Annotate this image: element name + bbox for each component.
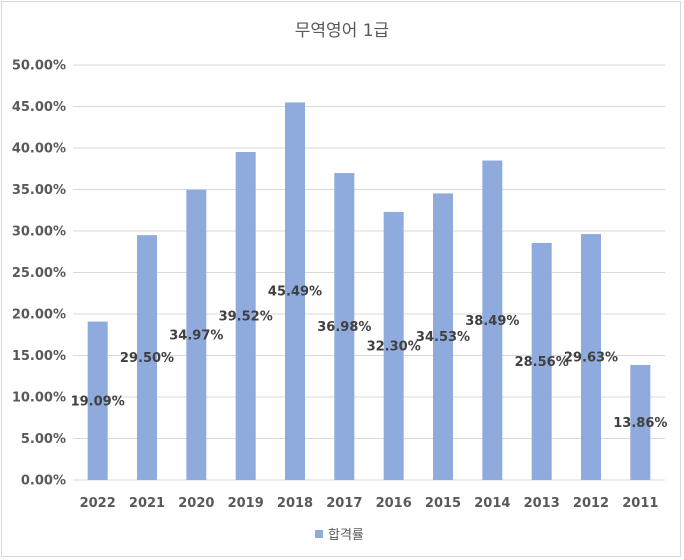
- data-label: 19.09%: [71, 394, 125, 409]
- bar: [235, 151, 256, 480]
- x-tick-label: 2021: [129, 496, 165, 511]
- y-tick-label: 35.00%: [12, 183, 66, 198]
- x-tick-label: 2015: [425, 496, 461, 511]
- x-tick-label: 2022: [80, 496, 116, 511]
- x-tick-label: 2011: [622, 496, 658, 511]
- data-label: 39.52%: [219, 309, 273, 324]
- bar: [581, 234, 601, 480]
- bar: [531, 242, 552, 480]
- data-label: 38.49%: [465, 314, 519, 329]
- data-labels: 19.09% 29.50% 34.97% 39.52% 45.49% 36.98% 32.3…: [71, 285, 668, 431]
- x-tick-label: 2016: [376, 496, 412, 511]
- data-label: 34.97%: [169, 328, 223, 343]
- data-label: 13.86%: [613, 416, 667, 431]
- bar: [630, 364, 651, 480]
- chart-title: 무역영어 1급: [295, 21, 389, 41]
- data-label: 29.63%: [564, 351, 618, 366]
- x-tick-label: 2020: [178, 496, 214, 511]
- y-tick-label: 40.00%: [12, 142, 66, 157]
- data-label: 34.53%: [416, 330, 470, 345]
- gridlines: [73, 64, 665, 481]
- y-tick-label: 50.00%: [12, 59, 66, 74]
- bar: [186, 189, 207, 480]
- y-tick-label: 10.00%: [12, 391, 66, 406]
- x-tick-label: 2018: [277, 496, 313, 511]
- x-tick-label: 2012: [573, 496, 609, 511]
- y-tick-label: 25.00%: [12, 266, 66, 281]
- x-tick-label: 2014: [474, 496, 510, 511]
- legend: 합격률: [315, 528, 364, 543]
- data-label: 32.30%: [367, 339, 421, 354]
- bar: [87, 321, 108, 480]
- x-tick-label: 2019: [228, 496, 264, 511]
- bar: [433, 193, 453, 480]
- bar: [137, 235, 157, 480]
- x-tick-label: 2017: [326, 496, 362, 511]
- y-tick-label: 5.00%: [21, 432, 66, 447]
- y-tick-label: 20.00%: [12, 308, 66, 323]
- bar: [482, 160, 503, 480]
- bar: [334, 173, 355, 481]
- bar: [383, 211, 404, 480]
- data-label: 36.98%: [317, 320, 371, 335]
- data-label: 29.50%: [120, 351, 174, 366]
- y-tick-label: 45.00%: [12, 100, 66, 115]
- y-tick-label: 30.00%: [12, 225, 66, 240]
- bar-series: [87, 102, 651, 481]
- y-tick-label: 0.00%: [21, 474, 66, 489]
- y-axis: 0.00% 5.00% 10.00% 15.00% 20.00% 25.00% 30.00%…: [12, 59, 66, 489]
- legend-swatch: [315, 530, 323, 538]
- legend-label: 합격률: [328, 528, 364, 543]
- y-tick-label: 15.00%: [12, 349, 66, 364]
- data-label: 28.56%: [515, 355, 569, 370]
- data-label: 45.49%: [268, 285, 322, 300]
- bar: [285, 102, 305, 481]
- x-tick-label: 2013: [524, 496, 560, 511]
- x-axis: 2022 2021 2020 2019 2018 2017 2016 2015 2014 2013…: [80, 496, 659, 511]
